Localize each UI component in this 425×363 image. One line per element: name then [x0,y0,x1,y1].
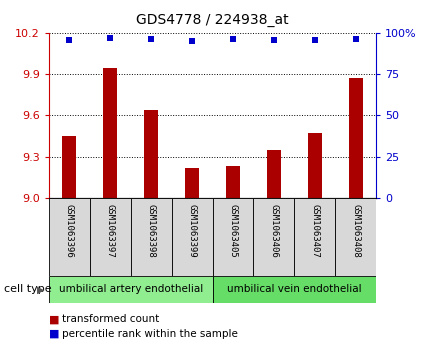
Text: ■: ■ [49,329,60,339]
Text: cell type: cell type [4,285,52,294]
Text: GSM1063397: GSM1063397 [106,204,115,258]
Bar [131,198,172,276]
Bar [185,168,199,198]
Bar [212,276,376,303]
Text: umbilical vein endothelial: umbilical vein endothelial [227,285,362,294]
Bar [90,198,131,276]
Text: GSM1063398: GSM1063398 [147,204,156,258]
Text: GSM1063405: GSM1063405 [229,204,238,258]
Text: GSM1063396: GSM1063396 [65,204,74,258]
Bar [294,198,335,276]
Bar [348,78,363,198]
Bar [212,198,253,276]
Text: ■: ■ [49,314,60,325]
Bar [144,110,158,198]
Text: ▶: ▶ [37,285,45,294]
Bar [335,198,376,276]
Text: GSM1063407: GSM1063407 [310,204,319,258]
Text: GSM1063408: GSM1063408 [351,204,360,258]
Text: GDS4778 / 224938_at: GDS4778 / 224938_at [136,13,289,27]
Bar [49,276,212,303]
Text: GSM1063399: GSM1063399 [187,204,196,258]
Bar [308,133,322,198]
Text: percentile rank within the sample: percentile rank within the sample [62,329,238,339]
Bar [62,136,76,198]
Bar [172,198,212,276]
Bar [49,198,90,276]
Text: GSM1063406: GSM1063406 [269,204,278,258]
Text: umbilical artery endothelial: umbilical artery endothelial [59,285,203,294]
Bar [226,166,240,198]
Text: transformed count: transformed count [62,314,159,325]
Bar [267,150,281,198]
Bar [253,198,294,276]
Bar [103,69,117,198]
